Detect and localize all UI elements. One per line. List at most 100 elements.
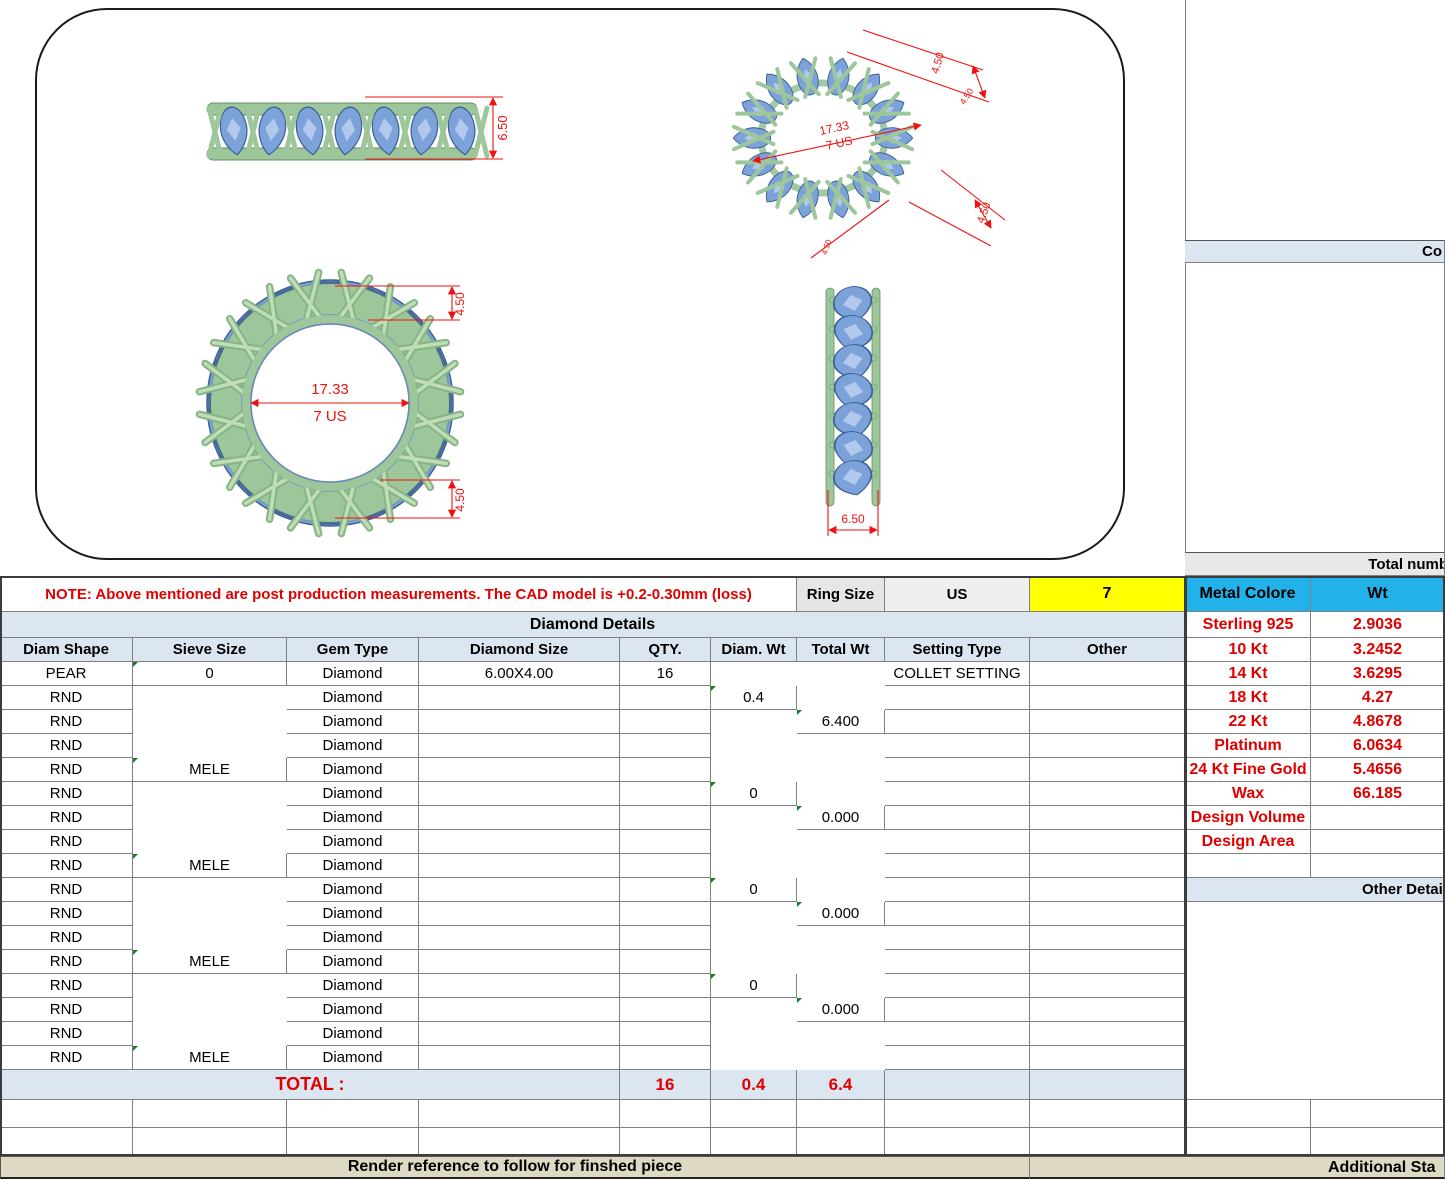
- diamond-row-6-qty: [620, 806, 711, 830]
- diamond-row-13-other: [1030, 974, 1185, 998]
- metal-wt-9: [1311, 830, 1445, 854]
- empty-row-1-cell-3: [419, 1128, 620, 1156]
- diamond-row-12-other: [1030, 950, 1185, 974]
- diamond-row-10-setting: [885, 902, 1030, 926]
- empty-row-1-cell-7: [885, 1128, 1030, 1156]
- diamond-row-16-other: [1030, 1046, 1185, 1070]
- diamond-row-8-setting: [885, 854, 1030, 878]
- diamond-row-9-gem: Diamond: [287, 878, 419, 902]
- comments-header: Co: [1185, 240, 1445, 263]
- diamond-row-8-other: [1030, 854, 1185, 878]
- diamond-row-5-shape: RND: [0, 782, 133, 806]
- metal-wt-3: 4.27: [1311, 686, 1445, 710]
- dim-label-side-height: 6.50: [495, 115, 510, 140]
- diamond-row-13-size: [419, 974, 620, 998]
- diamond-row-1-total_wt: 0.000: [797, 806, 885, 830]
- metal-wt-4: 4.8678: [1311, 710, 1445, 734]
- diamond-row-5-setting: [885, 782, 1030, 806]
- empty-row-1-cell-9: [1185, 1128, 1311, 1156]
- diamond-row-16-gem: Diamond: [287, 1046, 419, 1070]
- ring-size-value: 7: [1030, 576, 1185, 612]
- diamond-row-5-size: [419, 782, 620, 806]
- empty-row-1-cell-5: [711, 1128, 797, 1156]
- column-header-sieve-size: Sieve Size: [133, 638, 287, 662]
- diamond-row-15-qty: [620, 1022, 711, 1046]
- diamond-row-16-setting: [885, 1046, 1030, 1070]
- diamond-row-4-other: [1030, 758, 1185, 782]
- diamond-row-1-size: [419, 686, 620, 710]
- diamond-row-8-gem: Diamond: [287, 854, 419, 878]
- dim-label-persp-a: 4.50: [929, 51, 946, 75]
- diamond-row-3-shape: RND: [0, 734, 133, 758]
- diamond-row-8-size: [419, 854, 620, 878]
- diamond-row-10-gem: Diamond: [287, 902, 419, 926]
- dimension-front-width: 6.50: [827, 490, 879, 536]
- dim-label-persp-diameter: 17.33: [818, 118, 851, 138]
- diamond-row-0-total_wt: 6.400: [797, 710, 885, 734]
- empty-row-1-cell-2: [287, 1128, 419, 1156]
- diamond-row-4-sieve: MELE: [133, 1046, 287, 1070]
- dim-label-top-stone-width-top: 4.50: [453, 292, 467, 316]
- diamond-row-2-qty: [620, 710, 711, 734]
- ring-perspective-view: [731, 56, 915, 220]
- total-number-header: Total numb: [1185, 552, 1445, 576]
- total-other-empty: [1030, 1070, 1185, 1100]
- diamond-row-8-shape: RND: [0, 854, 133, 878]
- diamond-row-2-diam_wt: 0: [711, 878, 797, 902]
- diamond-row-10-qty: [620, 902, 711, 926]
- diamond-row-9-setting: [885, 878, 1030, 902]
- diamond-row-9-shape: RND: [0, 878, 133, 902]
- metal-wt-6: 5.4656: [1311, 758, 1445, 782]
- dim-label-top-diameter: 17.33: [311, 381, 349, 398]
- diamond-row-14-gem: Diamond: [287, 998, 419, 1022]
- diamond-row-3-gem: Diamond: [287, 734, 419, 758]
- diamond-row-6-size: [419, 806, 620, 830]
- diamond-details-title: Diamond Details: [0, 612, 1185, 638]
- diamond-row-5-qty: [620, 782, 711, 806]
- dim-label-top-ring-size: 7 US: [313, 408, 346, 425]
- diamond-row-12-qty: [620, 950, 711, 974]
- total-diam-wt: 0.4: [711, 1070, 797, 1100]
- metal-name-4: 22 Kt: [1185, 710, 1311, 734]
- metal-name-3: 18 Kt: [1185, 686, 1311, 710]
- ring-side-view: [206, 102, 490, 161]
- total-wt: 6.4: [797, 1070, 885, 1100]
- diamond-row-0-diam_wt: 0.4: [711, 686, 797, 710]
- diamond-row-11-shape: RND: [0, 926, 133, 950]
- empty-row-0-cell-8: [1030, 1100, 1185, 1128]
- column-header-other: Other: [1030, 638, 1185, 662]
- metal-name-8: Design Volume: [1185, 806, 1311, 830]
- diamond-row-0-shape: PEAR: [0, 662, 133, 686]
- diamond-row-2-sieve: MELE: [133, 854, 287, 878]
- diamond-row-1-shape: RND: [0, 686, 133, 710]
- metal-wt-7: 66.185: [1311, 782, 1445, 806]
- diamond-row-0-setting: COLLET SETTING: [885, 662, 1030, 686]
- diamond-row-16-qty: [620, 1046, 711, 1070]
- diamond-row-3-other: [1030, 734, 1185, 758]
- metal-wt-5: 6.0634: [1311, 734, 1445, 758]
- diamond-row-15-other: [1030, 1022, 1185, 1046]
- diamond-row-6-gem: Diamond: [287, 806, 419, 830]
- diamond-row-6-shape: RND: [0, 806, 133, 830]
- metal-name-5: Platinum: [1185, 734, 1311, 758]
- diamond-row-4-setting: [885, 758, 1030, 782]
- diamond-row-12-gem: Diamond: [287, 950, 419, 974]
- empty-row-1-cell-1: [133, 1128, 287, 1156]
- diamond-row-0-size: 6.00X4.00: [419, 662, 620, 686]
- diamond-row-9-other: [1030, 878, 1185, 902]
- diamond-row-11-other: [1030, 926, 1185, 950]
- metal-wt-1: 3.2452: [1311, 638, 1445, 662]
- diamond-row-7-shape: RND: [0, 830, 133, 854]
- empty-row-0-cell-3: [419, 1100, 620, 1128]
- metal-name-7: Wax: [1185, 782, 1311, 806]
- total-label: TOTAL :: [0, 1070, 620, 1100]
- ring-cad-views: 6.50 4.50 4.50 17.33 7 US 4.50 4.50 4.50: [195, 29, 1006, 538]
- diamond-row-1-other: [1030, 686, 1185, 710]
- column-header-diam-shape: Diam Shape: [0, 638, 133, 662]
- comments-body: [1185, 263, 1445, 552]
- diamond-row-14-shape: RND: [0, 998, 133, 1022]
- metal-wt-header: Wt: [1311, 576, 1445, 612]
- diamond-row-15-shape: RND: [0, 1022, 133, 1046]
- cad-drawing-frame: [35, 8, 1125, 560]
- diamond-row-6-setting: [885, 806, 1030, 830]
